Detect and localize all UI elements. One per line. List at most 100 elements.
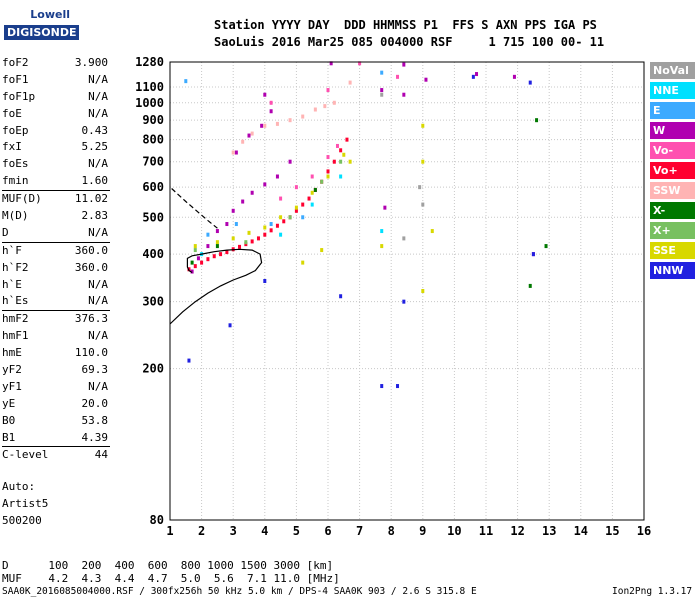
- param-value: 0.43: [81, 123, 109, 137]
- muf-curve-line: [171, 188, 218, 229]
- echo-point: [275, 223, 279, 228]
- echo-point: [196, 256, 200, 261]
- param-value: N/A: [88, 225, 108, 239]
- echo-point: [288, 118, 292, 123]
- param-row: foF2 3.900: [2, 55, 110, 72]
- x-tick-label: 10: [447, 524, 461, 538]
- plot-grid: [169, 61, 645, 521]
- echo-point: [241, 139, 245, 144]
- param-value: 69.3: [81, 363, 109, 377]
- echo-point: [313, 187, 317, 192]
- polarization-legend: NoVal NNE E W Vo- Vo+ SSW X- X+ SSE NNW: [650, 62, 695, 282]
- legend-item: NNW: [650, 262, 695, 279]
- echo-point: [294, 205, 298, 210]
- param-row: h`F 360.0: [2, 241, 110, 260]
- param-value: 360.0: [74, 243, 108, 257]
- param-name: hmF1: [2, 329, 29, 343]
- footer-version: Ion2Png 1.3.17: [612, 586, 693, 597]
- param-name: hmE: [2, 346, 22, 360]
- echo-point: [263, 182, 267, 187]
- echo-point: [263, 92, 267, 97]
- echo-point: [212, 254, 216, 259]
- param-value: 360.0: [74, 260, 108, 274]
- param-name: foE: [2, 106, 22, 120]
- param-row: h`Es N/A: [2, 293, 110, 310]
- echo-point: [206, 257, 210, 262]
- y-tick-label: 400: [142, 247, 164, 261]
- param-value: N/A: [88, 106, 108, 120]
- param-row: C-level 44: [2, 446, 110, 464]
- param-name: h`F: [2, 243, 22, 257]
- y-tick-label: 700: [142, 155, 164, 169]
- y-tick-label: 900: [142, 113, 164, 127]
- param-row: foEs N/A: [2, 156, 110, 173]
- echo-point: [402, 92, 406, 97]
- echo-point: [206, 244, 210, 249]
- y-tick-label: 80: [150, 513, 164, 527]
- echo-point: [288, 215, 292, 220]
- echo-point: [313, 107, 317, 112]
- echo-point: [335, 143, 339, 148]
- echo-point: [263, 123, 267, 128]
- echo-point: [301, 202, 305, 207]
- auto-line3: 500200: [2, 514, 42, 527]
- x-tick-label: 3: [230, 524, 237, 538]
- y-tick-label: 1280: [135, 55, 164, 69]
- legend-item: NoVal: [650, 62, 695, 79]
- param-value: 110.0: [74, 346, 108, 360]
- echo-point: [326, 155, 330, 160]
- echo-point: [471, 74, 475, 79]
- legend-item: E: [650, 102, 695, 119]
- param-value: 3.900: [74, 56, 108, 69]
- echo-point: [326, 88, 330, 93]
- x-axis-ticks: 1 2 3 4 5 6 7 8 9 10 11 12 13 14 15 16: [166, 524, 651, 538]
- legend-item: SSE: [650, 242, 695, 259]
- echo-point: [247, 133, 251, 138]
- echo-point: [228, 323, 232, 328]
- x-tick-label: 16: [637, 524, 651, 538]
- profile-line: [169, 248, 263, 325]
- x-tick-label: 7: [356, 524, 363, 538]
- echo-point: [326, 174, 330, 179]
- param-value: 44: [94, 448, 108, 462]
- echo-point: [193, 244, 197, 249]
- echo-point: [320, 179, 324, 184]
- echo-point: [260, 123, 264, 128]
- param-value: 2.83: [81, 209, 109, 223]
- param-row: D N/A: [2, 225, 110, 242]
- y-tick-label: 1100: [135, 80, 164, 94]
- echo-point: [190, 260, 194, 265]
- echo-point: [345, 137, 349, 142]
- x-tick-label: 6: [324, 524, 331, 538]
- param-name: B0: [2, 413, 16, 427]
- param-name: M(D): [2, 209, 29, 223]
- param-value: 11.02: [74, 192, 108, 206]
- param-row: foF1 N/A: [2, 72, 110, 89]
- x-tick-label: 11: [479, 524, 493, 538]
- echo-point: [531, 252, 535, 257]
- echo-point: [269, 109, 273, 114]
- legend-item: NNE: [650, 82, 695, 99]
- echo-point: [231, 236, 235, 241]
- echo-point: [301, 215, 305, 220]
- echo-point: [234, 222, 238, 227]
- echo-point: [275, 121, 279, 126]
- plot-frame: [169, 61, 645, 521]
- legend-item: SSW: [650, 182, 695, 199]
- echo-point: [225, 250, 229, 255]
- echo-point: [383, 205, 387, 210]
- auto-line2: Artist5: [2, 497, 49, 510]
- y-tick-label: 300: [142, 295, 164, 309]
- echo-point: [310, 202, 314, 207]
- x-tick-label: 4: [261, 524, 268, 538]
- echo-point: [215, 240, 219, 245]
- echo-point: [380, 92, 384, 97]
- param-row: foF1p N/A: [2, 89, 110, 106]
- legend-item: X+: [650, 222, 695, 239]
- echo-point: [339, 159, 343, 164]
- param-row: yF2 69.3: [2, 362, 110, 379]
- lowell-digisonde-logo: Lowell DIGISONDE: [4, 8, 80, 40]
- x-tick-label: 5: [293, 524, 300, 538]
- legend-item: X-: [650, 202, 695, 219]
